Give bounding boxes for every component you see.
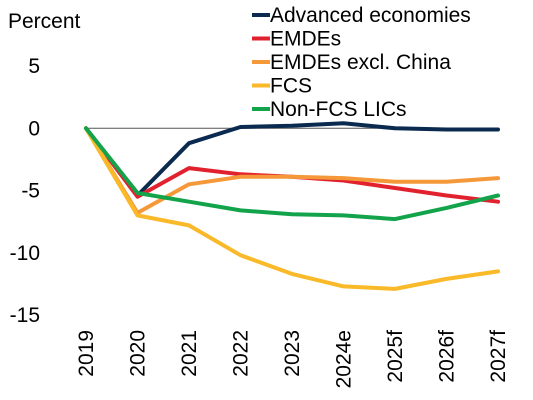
x-tick-label: 2019 xyxy=(75,330,98,377)
series-line xyxy=(84,126,500,291)
y-tick-label: -15 xyxy=(10,304,40,327)
x-tick-label: 2021 xyxy=(178,330,201,377)
series-lines xyxy=(84,121,500,291)
y-tick-label: 5 xyxy=(28,55,40,78)
x-tick-label: 2025f xyxy=(384,330,407,383)
legend-label: Advanced economies xyxy=(270,4,471,27)
x-tick-label: 2022 xyxy=(230,330,253,377)
y-tick-label: -5 xyxy=(21,180,40,203)
x-axis-tick-labels: 2019 2020 2021 2022 2023 2024e 2025f 2026f 2027f xyxy=(75,330,510,389)
y-tick-label: 0 xyxy=(28,117,40,140)
x-tick-label: 2026f xyxy=(436,330,459,383)
x-tick-label: 2024e xyxy=(333,330,356,388)
legend-label: Non-FCS LICs xyxy=(270,98,407,121)
series-line xyxy=(84,121,500,198)
x-tick-label: 2027f xyxy=(487,330,510,383)
y-tick-label: -10 xyxy=(10,242,40,265)
legend-label: EMDEs excl. China xyxy=(270,51,451,74)
series-line xyxy=(84,126,500,204)
y-axis-tick-labels: 5 0 -5 -10 -15 xyxy=(10,55,40,327)
legend-label: EMDEs xyxy=(270,28,341,51)
unit-label: Percent xyxy=(8,10,81,33)
x-tick-label: 2020 xyxy=(127,330,150,377)
series-line xyxy=(84,126,500,222)
series-line xyxy=(84,126,500,215)
legend-label: FCS xyxy=(270,75,312,98)
x-tick-label: 2023 xyxy=(281,330,304,377)
